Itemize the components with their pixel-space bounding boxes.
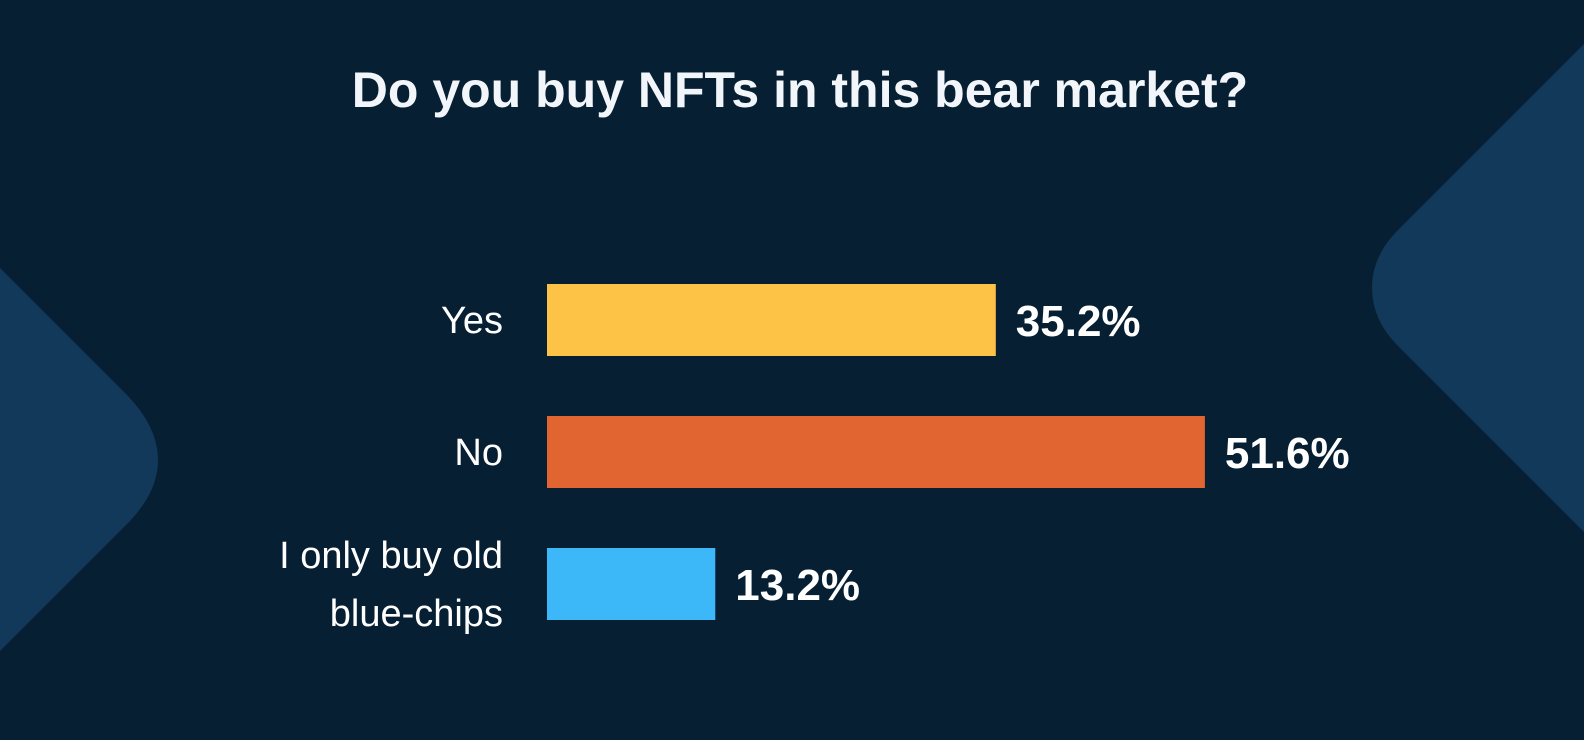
bar-1	[547, 284, 996, 356]
value-label-3: 13.2%	[735, 561, 860, 610]
background-shape-left	[0, 268, 158, 651]
category-label-3-line-2: blue-chips	[330, 593, 503, 635]
value-label-2: 51.6%	[1225, 429, 1350, 478]
background-shape-right	[1372, 44, 1584, 532]
category-label-2: No	[454, 432, 503, 474]
chart-title: Do you buy NFTs in this bear market?	[352, 62, 1248, 118]
bar-2	[547, 416, 1205, 488]
bars-group: Yes 35.2% No 51.6% I only buy old blue-chips 1…	[279, 284, 1350, 635]
bar-3	[547, 548, 716, 620]
category-label-1: Yes	[441, 300, 503, 342]
category-label-3-line-1: I only buy old	[279, 535, 503, 577]
value-label-1: 35.2%	[1016, 297, 1141, 346]
